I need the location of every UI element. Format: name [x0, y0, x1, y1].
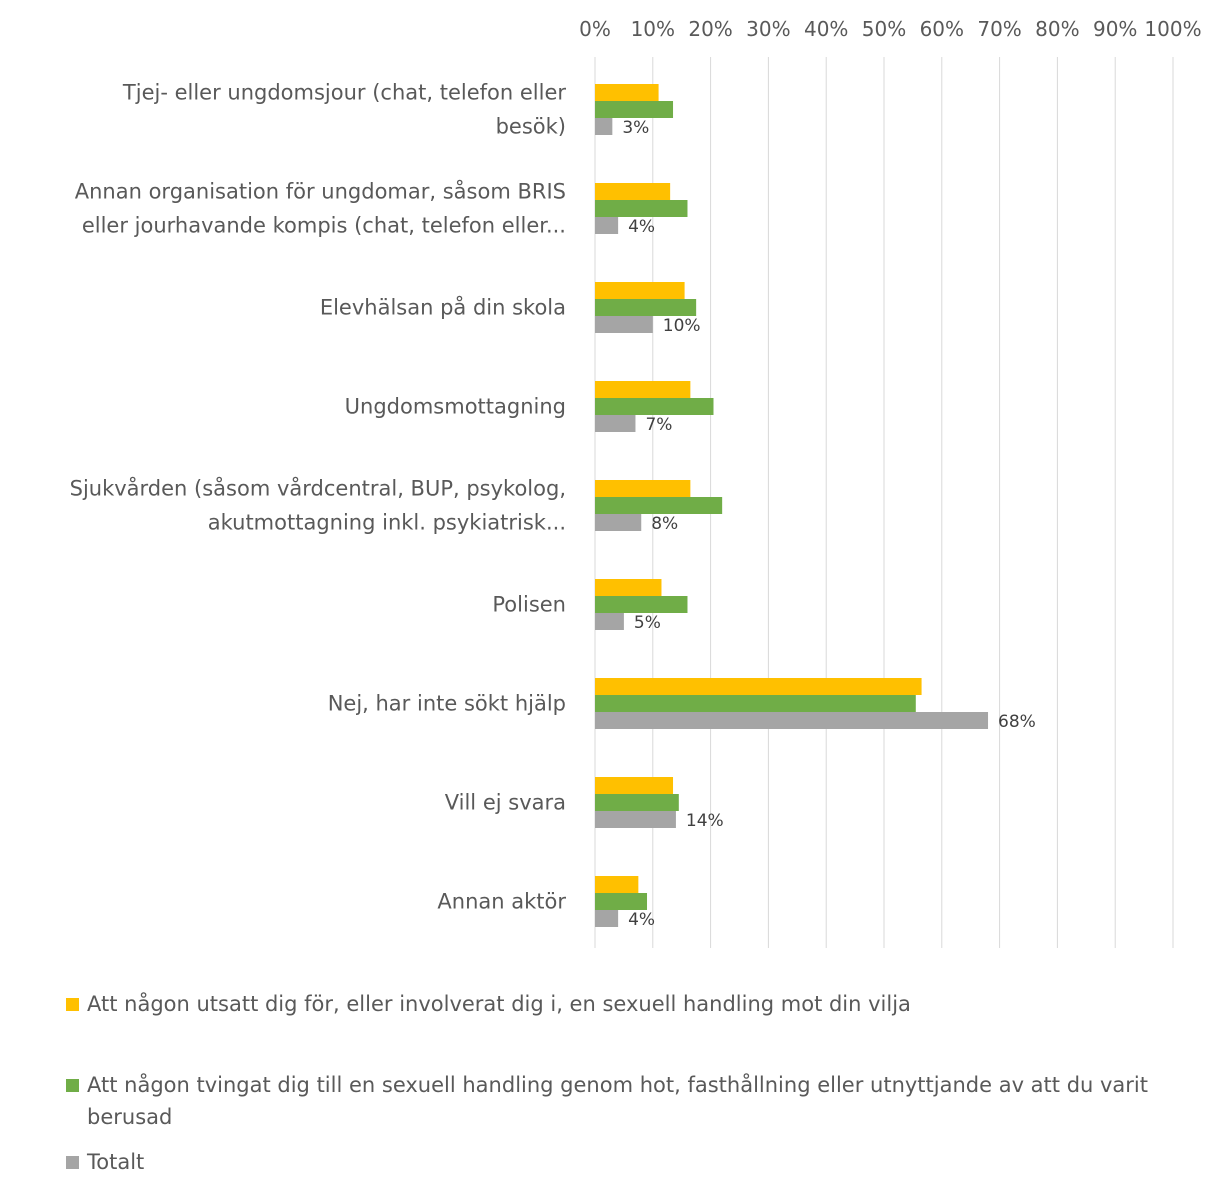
- x-tick-label: 40%: [804, 17, 848, 41]
- bar-2: [595, 398, 714, 415]
- category-label: Nej, har inte sökt hjälp: [328, 692, 566, 716]
- x-axis-ticks: 0% 10% 20% 30% 40% 50% 60% 70% 80% 90% 100%: [579, 17, 1201, 41]
- x-tick-label: 60%: [920, 17, 964, 41]
- bar-3: [595, 712, 989, 729]
- bar-1: [595, 183, 671, 200]
- legend-swatch-series-2: [66, 1079, 79, 1092]
- data-label: 4%: [628, 217, 655, 237]
- data-label: 7%: [645, 415, 672, 435]
- x-tick-label: 10%: [631, 17, 675, 41]
- bar-1: [595, 381, 691, 398]
- data-label: 10%: [663, 316, 701, 336]
- x-tick-label: 0%: [579, 17, 611, 41]
- bars: [595, 84, 989, 927]
- bar-1: [595, 876, 639, 893]
- bar-1: [595, 777, 674, 794]
- data-label: 4%: [628, 910, 655, 930]
- data-label: 8%: [651, 514, 678, 534]
- x-tick-label: 90%: [1093, 17, 1137, 41]
- category-label: Annan organisation för ungdomar, såsom B…: [75, 179, 566, 204]
- legend-swatch-series-1: [66, 998, 79, 1011]
- bar-3: [595, 811, 676, 828]
- legend-swatch-series-3: [66, 1156, 79, 1169]
- bar-2: [595, 101, 674, 118]
- data-labels: 3% 4% 10% 7% 8% 5% 68% 14% 4%: [622, 118, 1035, 930]
- legend-label-series-3: Totalt: [87, 1150, 145, 1174]
- legend-item-series-1: Att någon utsatt dig för, eller involver…: [66, 988, 1186, 1020]
- bar-2: [595, 596, 688, 613]
- category-label: Annan aktör: [437, 890, 566, 914]
- bar-2: [595, 893, 648, 910]
- legend-label-series-1: Att någon utsatt dig för, eller involver…: [87, 992, 911, 1016]
- x-tick-label: 70%: [977, 17, 1021, 41]
- legend-label-series-2: Att någon tvingat dig till en sexuell ha…: [87, 1073, 1149, 1129]
- category-label: eller jourhavande kompis (chat, telefon …: [82, 214, 566, 238]
- bar-2: [595, 299, 697, 316]
- category-label: besök): [496, 115, 566, 139]
- bar-2: [595, 695, 916, 712]
- category-label: Elevhälsan på din skola: [320, 295, 566, 320]
- bar-1: [595, 480, 691, 497]
- bar-1: [595, 282, 685, 299]
- bar-3: [595, 118, 613, 135]
- data-label: 68%: [998, 712, 1036, 732]
- bar-3: [595, 910, 619, 927]
- category-label: Polisen: [492, 593, 566, 617]
- data-label: 14%: [686, 811, 724, 831]
- x-tick-label: 100%: [1144, 17, 1201, 41]
- bar-2: [595, 794, 679, 811]
- bar-3: [595, 613, 624, 630]
- category-label: Sjukvården (såsom vårdcentral, BUP, psyk…: [70, 476, 566, 501]
- bar-1: [595, 84, 659, 101]
- x-tick-label: 80%: [1035, 17, 1079, 41]
- bar-3: [595, 316, 653, 333]
- bar-3: [595, 217, 619, 234]
- category-label: Vill ej svara: [445, 791, 566, 815]
- category-label: Tjej- eller ungdomsjour (chat, telefon e…: [122, 81, 566, 105]
- x-tick-label: 50%: [862, 17, 906, 41]
- bar-1: [595, 579, 662, 596]
- bar-1: [595, 678, 922, 695]
- category-labels: Tjej- eller ungdomsjour (chat, telefon e…: [70, 81, 567, 914]
- x-tick-label: 20%: [688, 17, 732, 41]
- bar-3: [595, 415, 636, 432]
- data-label: 5%: [634, 613, 661, 633]
- bar-2: [595, 200, 688, 217]
- bar-2: [595, 497, 723, 514]
- x-tick-label: 30%: [746, 17, 790, 41]
- legend-item-series-2: Att någon tvingat dig till en sexuell ha…: [66, 1069, 1186, 1133]
- category-label: akutmottagning inkl. psykiatrisk...: [208, 511, 566, 535]
- bar-3: [595, 514, 642, 531]
- legend-item-series-3: Totalt: [66, 1146, 1186, 1178]
- data-label: 3%: [622, 118, 649, 138]
- category-label: Ungdomsmottagning: [345, 395, 566, 419]
